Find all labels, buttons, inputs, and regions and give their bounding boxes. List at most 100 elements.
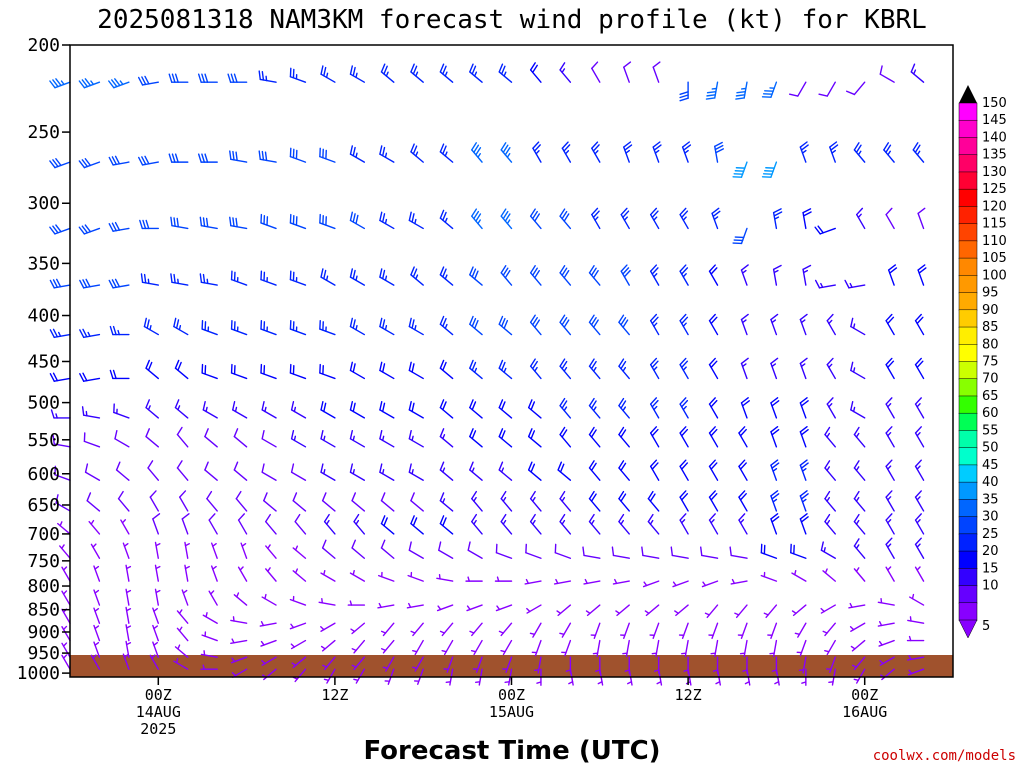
wind-barb xyxy=(672,580,689,588)
wind-barb xyxy=(436,574,454,582)
wind-barb xyxy=(379,268,395,286)
wind-barb xyxy=(347,600,366,606)
wind-barb xyxy=(439,461,454,481)
wind-barb xyxy=(527,399,542,419)
wind-barb xyxy=(495,604,513,612)
wind-barb xyxy=(526,604,542,614)
wind-barb xyxy=(290,401,307,419)
wind-barb xyxy=(527,428,542,448)
wind-barb xyxy=(210,565,218,582)
wind-barb xyxy=(349,317,366,336)
wind-barb xyxy=(802,264,812,286)
wind-barb xyxy=(710,639,719,658)
wind-barb xyxy=(708,426,719,448)
wind-barb xyxy=(791,569,807,582)
wind-barb xyxy=(588,358,601,380)
wind-barb xyxy=(52,435,71,448)
wind-barb xyxy=(410,492,424,512)
wind-barb xyxy=(291,656,307,669)
wind-barb xyxy=(770,313,779,336)
wind-barb xyxy=(907,616,925,624)
wind-barb xyxy=(114,429,130,448)
wind-barb xyxy=(170,216,189,230)
wind-barb xyxy=(289,622,307,630)
wind-barb xyxy=(232,401,248,419)
wind-barb xyxy=(850,361,866,380)
wind-barb xyxy=(231,668,248,678)
wind-barb xyxy=(524,578,542,585)
wind-barb xyxy=(885,490,895,512)
wind-barb xyxy=(708,459,719,481)
wind-barb xyxy=(202,401,218,419)
wind-barb xyxy=(767,622,778,639)
wind-barb xyxy=(412,639,424,656)
wind-barb xyxy=(174,359,189,380)
wind-barb xyxy=(147,460,160,481)
colorbar-top-arrow xyxy=(959,85,977,103)
wind-barb xyxy=(679,313,689,336)
wind-barb xyxy=(469,622,483,637)
wind-barb xyxy=(349,361,366,380)
wind-barb xyxy=(61,608,71,624)
wind-barb xyxy=(853,460,866,481)
wind-barb xyxy=(701,580,719,588)
colorbar-swatch xyxy=(958,326,978,346)
wind-barb xyxy=(737,622,748,639)
wind-barb xyxy=(853,142,866,163)
wind-barb xyxy=(122,653,130,670)
wind-barb xyxy=(439,266,454,286)
wind-barb xyxy=(59,544,71,559)
wind-barb xyxy=(289,595,307,606)
wind-barb xyxy=(294,513,307,535)
wind-barb xyxy=(202,612,218,624)
wind-barb xyxy=(78,158,101,169)
wind-barb xyxy=(799,513,809,535)
wind-barb xyxy=(498,63,513,83)
wind-barb xyxy=(705,81,719,100)
y-tick-label: 550 xyxy=(27,430,60,451)
wind-barb xyxy=(154,564,161,582)
wind-barb xyxy=(592,639,601,658)
wind-barb xyxy=(802,208,812,230)
colorbar-label: 20 xyxy=(982,544,999,559)
wind-barb xyxy=(883,142,895,163)
wind-barb xyxy=(529,358,542,380)
wind-barb xyxy=(561,639,572,657)
x-tick-label: 14AUG xyxy=(136,703,181,721)
wind-barb xyxy=(93,565,101,582)
x-tick-label: 00Z xyxy=(145,686,172,704)
y-tick-label: 800 xyxy=(27,576,60,597)
wind-barb xyxy=(649,459,660,481)
wind-barb xyxy=(729,546,748,559)
wind-barb xyxy=(261,593,277,606)
wind-barb xyxy=(500,142,513,163)
x-tick-label: 00Z xyxy=(851,686,878,704)
wind-barb xyxy=(591,61,601,83)
wind-barb xyxy=(914,426,925,448)
wind-barb xyxy=(290,463,307,481)
wind-barb xyxy=(740,264,749,286)
wind-barb xyxy=(799,397,809,419)
colorbar-swatch xyxy=(958,361,978,380)
wind-barb xyxy=(176,626,189,642)
wind-barb xyxy=(525,543,542,559)
wind-barb xyxy=(350,622,366,635)
wind-barb xyxy=(235,490,248,512)
colorbar: 1501451401351301251201151101051009590858… xyxy=(958,85,1007,639)
wind-barb xyxy=(230,616,248,624)
wind-barb xyxy=(652,61,661,83)
wind-barb xyxy=(559,314,572,336)
wind-barb xyxy=(61,642,71,658)
wind-barb xyxy=(320,463,336,481)
wind-barb xyxy=(887,264,898,286)
wind-barb xyxy=(406,602,424,609)
wind-barb xyxy=(469,428,483,448)
wind-barb xyxy=(735,81,748,100)
wind-barb xyxy=(93,589,101,606)
wind-barb xyxy=(201,631,218,642)
wind-barb xyxy=(619,622,630,639)
colorbar-bottom-arrow xyxy=(958,619,978,639)
wind-barb xyxy=(618,460,630,481)
wind-barb xyxy=(292,545,307,559)
wind-barb xyxy=(323,513,336,535)
